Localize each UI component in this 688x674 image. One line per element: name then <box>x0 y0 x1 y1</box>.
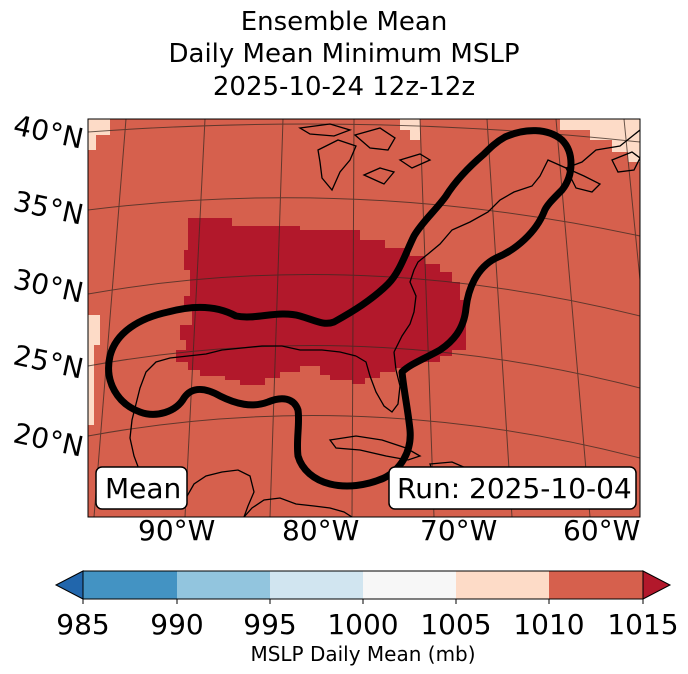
run-label: Run: 2025-10-04 <box>397 472 632 505</box>
field-1005-northeast <box>560 119 640 162</box>
ensemble-contour <box>105 127 575 490</box>
colorbar-bin-990 <box>177 571 270 599</box>
colorbar-tick-1010: 1010 <box>513 608 584 641</box>
lat-label-25: 25°N <box>11 339 87 386</box>
lon-label-60w: 60°W <box>563 514 640 547</box>
colorbar: 985 990 995 1000 1005 1010 1015 MSLP Dai… <box>54 570 679 666</box>
lat-label-35: 35°N <box>11 185 87 232</box>
lat-label-20: 20°N <box>11 417 87 464</box>
colorbar-bin-995 <box>270 571 363 599</box>
colorbar-tick-990: 990 <box>150 608 203 641</box>
lat-label-40: 40°N <box>11 109 87 156</box>
colorbar-tick-1000: 1000 <box>327 608 398 641</box>
colorbar-bin-1005 <box>456 571 549 599</box>
colorbar-tick-985: 985 <box>56 608 109 641</box>
field-1005-northwest <box>88 119 110 150</box>
mean-label: Mean <box>105 472 181 505</box>
field-1005-west <box>88 315 100 425</box>
map-panel: 40°N 35°N 30°N 25°N 20°N 90°W 80°W 70°W … <box>11 109 641 547</box>
colorbar-bin-985 <box>83 571 177 599</box>
lon-label-70w: 70°W <box>420 514 497 547</box>
map-frame <box>87 118 641 518</box>
run-box: Run: 2025-10-04 <box>388 466 637 510</box>
title-line-3: 2025-10-24 12z-12z <box>212 72 476 102</box>
lon-label-90w: 90°W <box>138 514 215 547</box>
graticule <box>88 119 640 517</box>
field-1005-lakes <box>400 119 420 140</box>
field-1015-core <box>176 218 466 385</box>
colorbar-under-extend <box>54 570 84 600</box>
colorbar-over-extend <box>642 570 672 600</box>
colorbar-tick-1015: 1015 <box>607 608 678 641</box>
colorbar-tick-1005: 1005 <box>420 608 491 641</box>
mean-box: Mean <box>95 466 188 510</box>
lat-label-30: 30°N <box>11 263 87 310</box>
lon-label-80w: 80°W <box>282 514 359 547</box>
title-line-1: Ensemble Mean <box>240 7 448 37</box>
colorbar-bin-1000 <box>363 571 456 599</box>
colorbar-bin-1010 <box>549 571 643 599</box>
colorbar-tick-995: 995 <box>243 608 296 641</box>
colorbar-label: MSLP Daily Mean (mb) <box>250 642 475 666</box>
title-line-2: Daily Mean Minimum MSLP <box>168 39 520 69</box>
